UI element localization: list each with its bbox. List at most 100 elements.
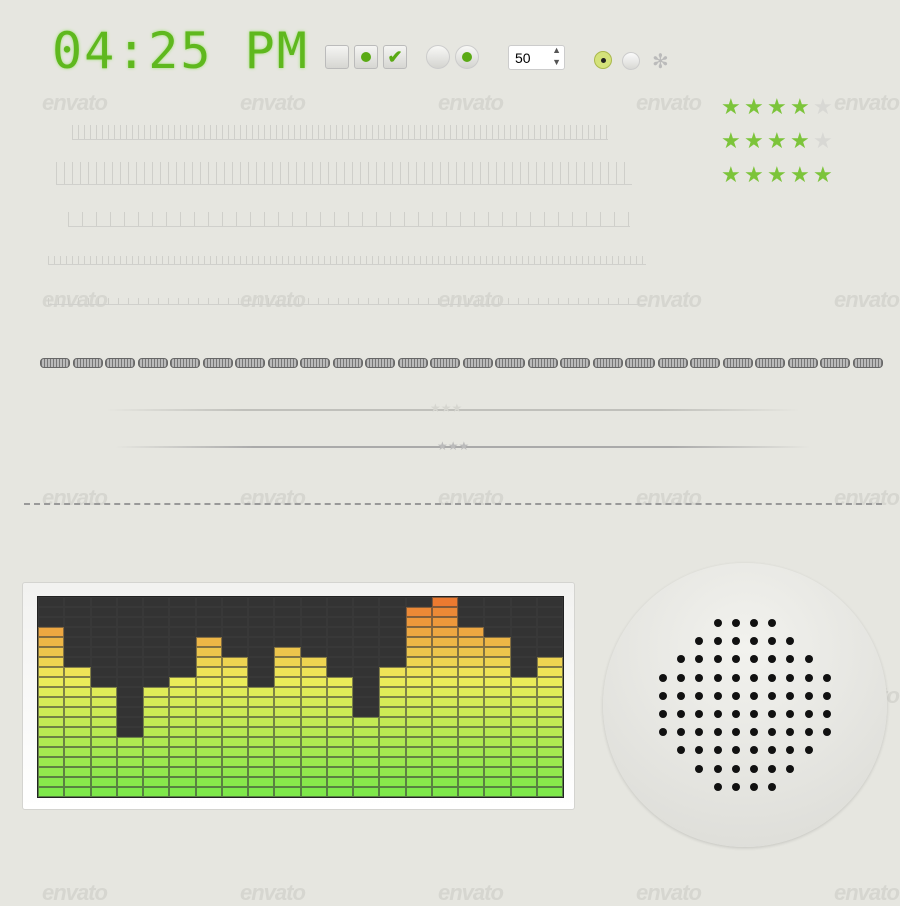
eq-segment-lit [116, 767, 143, 777]
eq-segment-lit [248, 697, 275, 707]
stepper-up-icon[interactable]: ▲ [552, 45, 561, 55]
eq-segment-off [300, 617, 327, 627]
checkbox-dot[interactable] [354, 45, 378, 69]
eq-segment-off [248, 617, 275, 627]
eq-segment-off [379, 637, 406, 647]
speaker-hole [750, 655, 758, 664]
eq-segment-lit [484, 787, 511, 797]
speaker-hole [731, 782, 740, 791]
radio-small-on[interactable] [594, 51, 612, 69]
speaker-hole [731, 764, 740, 773]
star-filled-icon[interactable]: ★ [744, 128, 764, 153]
eq-segment-lit [64, 747, 91, 757]
speaker-hole [804, 746, 813, 755]
eq-segment-lit [326, 677, 353, 687]
eq-segment-lit [38, 727, 65, 737]
eq-segment-lit [38, 767, 65, 777]
eq-segment-off [143, 667, 170, 677]
eq-segment-lit [326, 737, 353, 747]
eq-segment-off [169, 637, 196, 647]
star-filled-icon[interactable]: ★ [790, 94, 810, 119]
star-filled-icon[interactable]: ★ [721, 162, 741, 187]
clock-ampm: PM [244, 22, 309, 80]
speaker-hole [804, 655, 813, 664]
eq-segment-lit [169, 707, 196, 717]
stitch-segment [170, 358, 200, 368]
eq-segment-off [248, 627, 275, 637]
eq-segment-lit [431, 737, 458, 747]
eq-segment-lit [143, 697, 170, 707]
envato-watermark: envato [636, 485, 702, 510]
eq-segment-lit [195, 697, 222, 707]
eq-segment-lit [405, 657, 432, 667]
eq-segment-lit [64, 727, 91, 737]
speaker-hole [804, 728, 813, 737]
radio-small-off[interactable] [622, 52, 640, 70]
eq-segment-off [195, 627, 222, 637]
checkbox-checked[interactable]: ✔ [383, 45, 407, 69]
star-filled-icon[interactable]: ★ [790, 162, 810, 187]
eq-segment-off [484, 597, 511, 607]
eq-segment-off [90, 627, 117, 637]
radio-off[interactable] [426, 45, 450, 69]
star-empty-icon[interactable]: ★ [813, 128, 833, 153]
eq-segment-lit [221, 687, 248, 697]
eq-segment-lit [458, 767, 485, 777]
star-filled-icon[interactable]: ★ [767, 162, 787, 187]
eq-segment-lit [353, 787, 380, 797]
star-filled-icon[interactable]: ★ [721, 128, 741, 153]
speaker-hole [786, 655, 795, 664]
eq-segment-lit [536, 747, 563, 757]
eq-segment-off [274, 627, 301, 637]
eq-segment-off [536, 597, 563, 607]
eq-segment-off [169, 607, 196, 617]
eq-segment-lit [484, 717, 511, 727]
star-filled-icon[interactable]: ★ [721, 94, 741, 119]
checkbox-unchecked[interactable] [325, 45, 349, 69]
speaker-hole [786, 673, 795, 682]
eq-segment-lit [195, 667, 222, 677]
eq-segment-lit [195, 657, 222, 667]
eq-segment-lit [90, 687, 117, 697]
speaker-hole [695, 746, 704, 755]
eq-segment-off [64, 637, 91, 647]
eq-segment-off [248, 597, 275, 607]
eq-segment-lit [300, 777, 327, 787]
star-filled-icon[interactable]: ★ [790, 128, 810, 153]
eq-segment-lit [484, 697, 511, 707]
eq-segment-lit [458, 677, 485, 687]
speaker-hole [731, 746, 740, 755]
speaker-hole [713, 655, 722, 664]
star-divider-1 [105, 409, 800, 411]
speaker-hole [695, 637, 704, 646]
eq-segment-lit [116, 787, 143, 797]
eq-segment-lit [248, 737, 275, 747]
eq-segment-off [116, 717, 143, 727]
eq-segment-lit [38, 757, 65, 767]
eq-segment-off [248, 637, 275, 647]
star-filled-icon[interactable]: ★ [767, 94, 787, 119]
eq-segment-lit [169, 787, 196, 797]
star-filled-icon[interactable]: ★ [744, 94, 764, 119]
stitch-segment [690, 358, 720, 368]
ruler-3 [68, 212, 630, 227]
eq-segment-lit [221, 787, 248, 797]
eq-segment-lit [90, 777, 117, 787]
star-filled-icon[interactable]: ★ [744, 162, 764, 187]
eq-segment-lit [484, 657, 511, 667]
stepper-down-icon[interactable]: ▼ [552, 57, 561, 67]
eq-segment-off [510, 627, 537, 637]
envato-watermark: envato [834, 287, 900, 312]
number-stepper[interactable]: 50 ▲ ▼ [508, 45, 565, 70]
eq-segment-off [38, 597, 65, 607]
radio-on[interactable] [455, 45, 479, 69]
eq-segment-lit [326, 707, 353, 717]
speaker-hole [786, 691, 795, 700]
eq-segment-lit [248, 687, 275, 697]
star-filled-icon[interactable]: ★ [767, 128, 787, 153]
eq-segment-lit [379, 667, 406, 677]
eq-segment-off [326, 607, 353, 617]
star-filled-icon[interactable]: ★ [813, 162, 833, 187]
eq-segment-lit [510, 757, 537, 767]
star-empty-icon[interactable]: ★ [813, 94, 833, 119]
